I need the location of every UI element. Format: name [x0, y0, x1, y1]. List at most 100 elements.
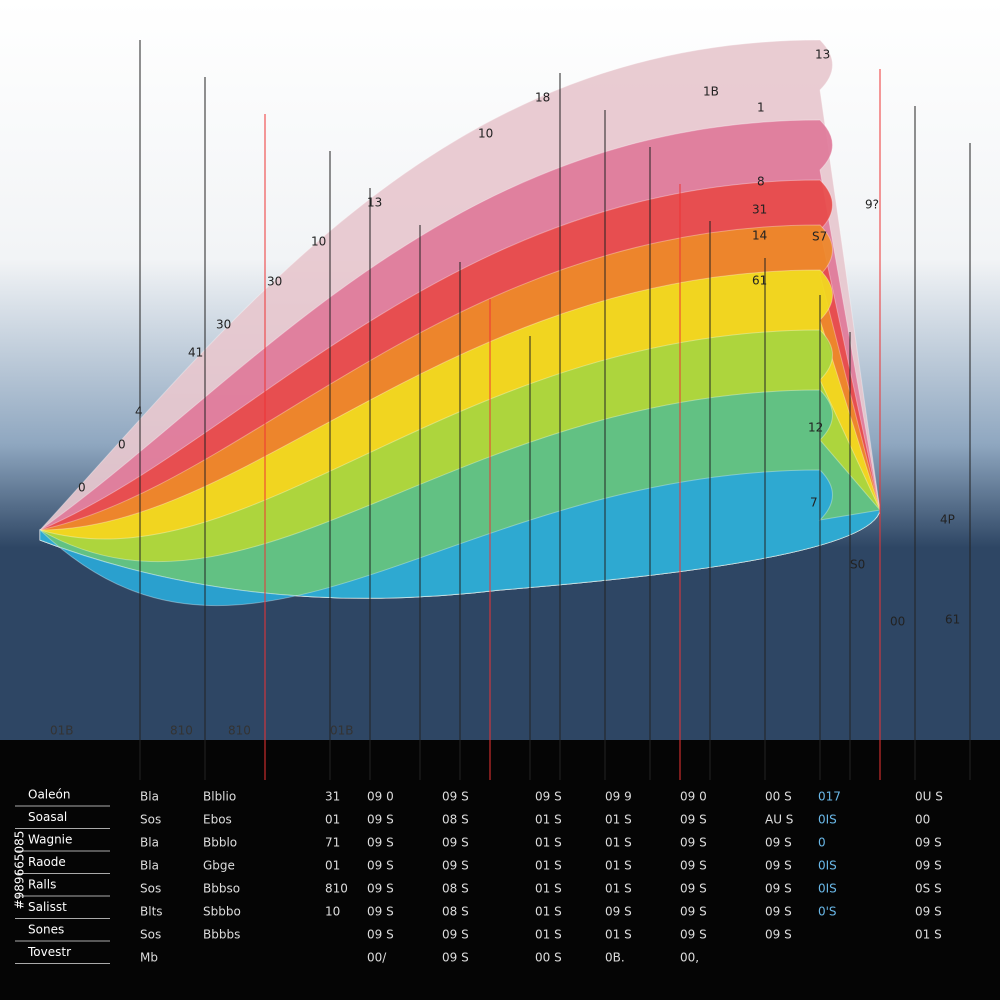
chart-label: 1 [757, 101, 765, 115]
chart-label: 00 [890, 615, 905, 629]
table-cell: Bbbbs [203, 928, 240, 942]
legend-item: Oaleón [28, 788, 70, 802]
table-cell: 0IS [818, 813, 837, 827]
table-cell: 01 [325, 813, 340, 827]
table-cell: 09 S [367, 882, 394, 896]
table-cell: 09 S [915, 836, 942, 850]
rainbow-band [39, 469, 881, 607]
table-cell: 09 S [680, 882, 707, 896]
chart-label: 10 [478, 127, 493, 141]
chart-label: 41 [188, 346, 203, 360]
table-cell: 09 0 [367, 790, 394, 804]
table-cell: 09 S [680, 859, 707, 873]
table-cell: 01 S [605, 882, 632, 896]
table-cell: 01 S [605, 813, 632, 827]
legend-item: Ralls [28, 878, 56, 892]
table-cell: 0 [818, 836, 826, 850]
table-cell: Blblio [203, 790, 236, 804]
chart-label: 61 [752, 274, 767, 288]
table-cell: 10 [325, 905, 340, 919]
table-cell: Bla [140, 790, 159, 804]
table-cell: 09 S [765, 928, 792, 942]
table-cell: 09 S [765, 905, 792, 919]
table-cell: 09 S [442, 951, 469, 965]
table-cell: 09 S [367, 928, 394, 942]
table-cell: 09 0 [680, 790, 707, 804]
table-cell: Sbbbo [203, 905, 241, 919]
table-cell: 09 S [442, 836, 469, 850]
table-cell: 09 S [680, 836, 707, 850]
table-cell: 0IS [818, 882, 837, 896]
chart-label: 10 [311, 235, 326, 249]
table-cell: 00, [680, 951, 699, 965]
table-cell: 09 S [442, 859, 469, 873]
chart-label: 4P [940, 513, 955, 527]
table-cell: 00 [915, 813, 930, 827]
chart-label: 1B [703, 85, 719, 99]
chart-label: S7 [812, 230, 827, 244]
table-cell: 09 S [535, 790, 562, 804]
table-cell: 0'S [818, 905, 837, 919]
table-cell: 09 S [367, 813, 394, 827]
chart-label: 0 [78, 481, 86, 495]
legend-item: Raode [28, 855, 66, 869]
table-cell: 01 S [535, 905, 562, 919]
table-cell: 01 S [605, 836, 632, 850]
table-cell: Sos [140, 813, 161, 827]
table-cell: 09 S [765, 836, 792, 850]
table-cell: 09 S [442, 928, 469, 942]
table-cell: 01 S [535, 882, 562, 896]
table-cell: Bla [140, 859, 159, 873]
table-cell: Bla [140, 836, 159, 850]
table-cell: Sos [140, 928, 161, 942]
legend-item: Salisst [28, 900, 67, 914]
table-cell: AU S [765, 813, 793, 827]
axis-label: 810 [228, 724, 251, 738]
table-cell: 01 [325, 859, 340, 873]
table-background [0, 740, 1000, 1000]
table-cell: 01 S [535, 859, 562, 873]
table-cell: 09 S [680, 905, 707, 919]
table-cell: 810 [325, 882, 348, 896]
chart-label: 4 [135, 405, 143, 419]
table-cell: Bbblo [203, 836, 237, 850]
table-cell: 0IS [818, 859, 837, 873]
chart-label: 61 [945, 613, 960, 627]
axis-label: 810 [170, 724, 193, 738]
chart-label: 8 [757, 175, 765, 189]
table-cell: 09 S [915, 905, 942, 919]
table-cell: 08 S [442, 882, 469, 896]
chart-label: 31 [752, 203, 767, 217]
table-cell: 08 S [442, 905, 469, 919]
legend-item: Tovestr [27, 945, 71, 959]
table-cell: 09 S [367, 859, 394, 873]
table-cell: 09 S [915, 859, 942, 873]
chart-label: 30 [267, 275, 282, 289]
table-cell: 09 S [367, 836, 394, 850]
table-cell: 0B. [605, 951, 625, 965]
table-cell: 09 S [680, 813, 707, 827]
table-cell: 0U S [915, 790, 943, 804]
table-cell: 09 S [680, 928, 707, 942]
table-cell: 01 S [915, 928, 942, 942]
table-cell: Ebos [203, 813, 232, 827]
table-cell: 08 S [442, 813, 469, 827]
chart-label: 9? [865, 198, 879, 212]
table-cell: Sos [140, 882, 161, 896]
table-cell: 09 S [765, 882, 792, 896]
table-cell: 09 S [442, 790, 469, 804]
chart-label: S0 [850, 558, 865, 572]
table-cell: 0S S [915, 882, 942, 896]
table-cell: 09 S [765, 859, 792, 873]
table-cell: Blts [140, 905, 163, 919]
axis-label: 01B [50, 724, 74, 738]
legend-item: Sones [28, 923, 64, 937]
chart-label: 7 [810, 496, 818, 510]
chart-label: 0 [118, 438, 126, 452]
table-cell: 71 [325, 836, 340, 850]
legend-item: Wagnie [28, 833, 72, 847]
table-cell: 01 S [535, 813, 562, 827]
chart-label: 18 [535, 91, 550, 105]
table-cell: 01 S [605, 928, 632, 942]
